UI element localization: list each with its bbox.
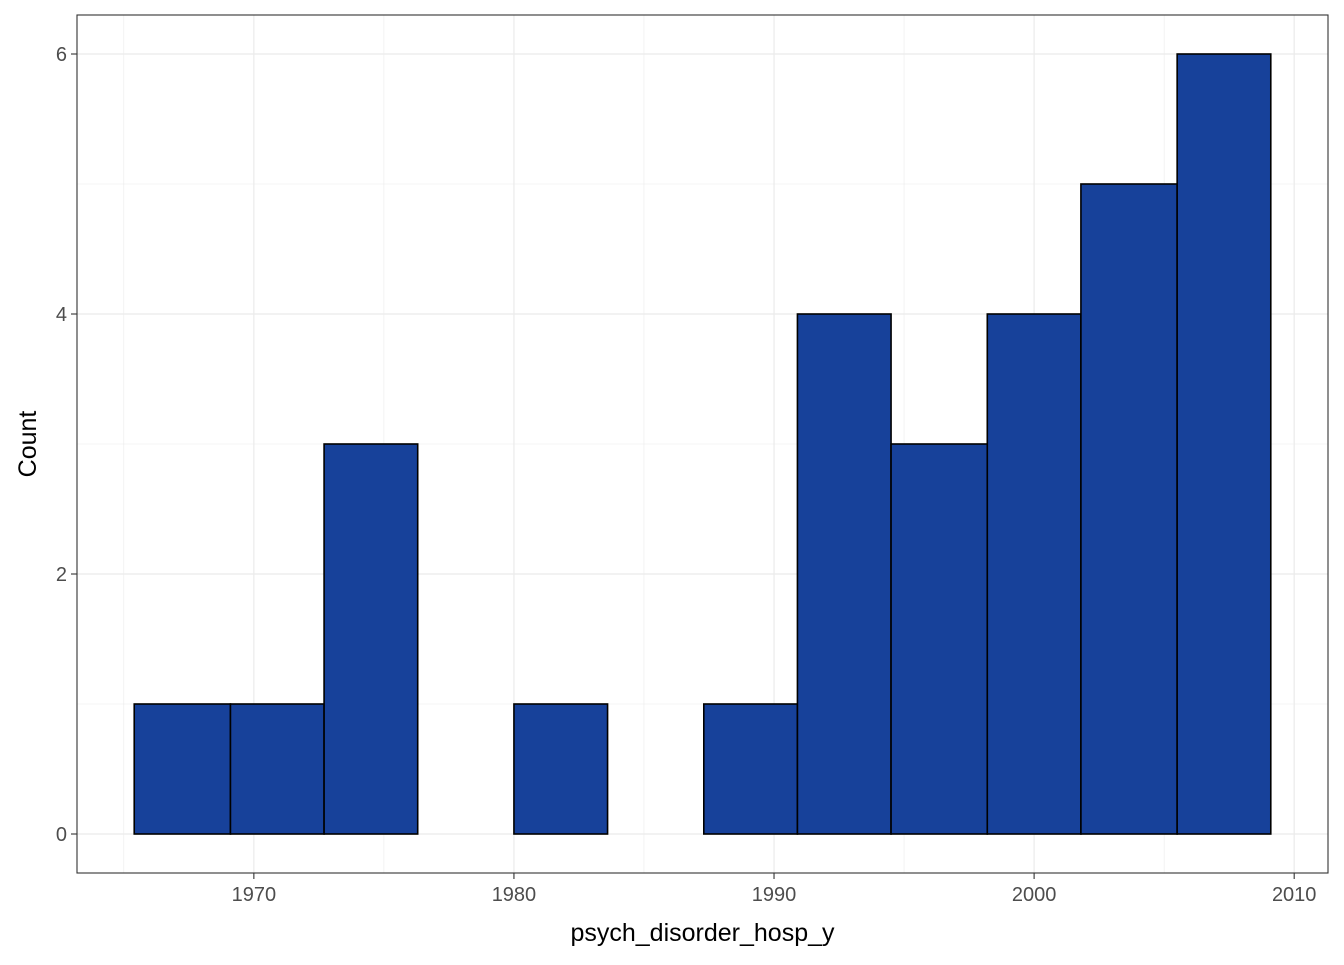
panel-border xyxy=(76,14,1329,874)
histogram-bars xyxy=(133,53,1272,835)
histogram-bar xyxy=(1080,183,1178,835)
x-tick-label: 1980 xyxy=(492,884,537,906)
axis-ticks: 1970 1980 1990 2000 2010 0 2 4 6 xyxy=(56,44,1317,906)
x-axis-title: psych_disorder_hosp_y xyxy=(570,919,835,947)
histogram-bar xyxy=(986,313,1082,835)
y-tick-label: 6 xyxy=(56,44,67,66)
y-tick-label: 0 xyxy=(56,824,67,846)
histogram-bar xyxy=(890,443,989,835)
histogram-bar xyxy=(133,703,232,835)
histogram-bar xyxy=(513,703,609,835)
x-tick-label: 1970 xyxy=(232,884,277,906)
x-tick-label: 2000 xyxy=(1012,884,1057,906)
y-tick-label: 4 xyxy=(56,304,67,326)
x-tick-label: 2010 xyxy=(1272,884,1317,906)
histogram-bar xyxy=(1176,53,1272,835)
y-tick-label: 2 xyxy=(56,564,67,586)
histogram-bar xyxy=(229,703,325,835)
y-axis-title: Count xyxy=(14,411,42,478)
x-tick-label: 1990 xyxy=(752,884,797,906)
histogram-bar xyxy=(323,443,419,835)
histogram-bar xyxy=(796,313,892,835)
histogram-bar xyxy=(703,703,799,835)
